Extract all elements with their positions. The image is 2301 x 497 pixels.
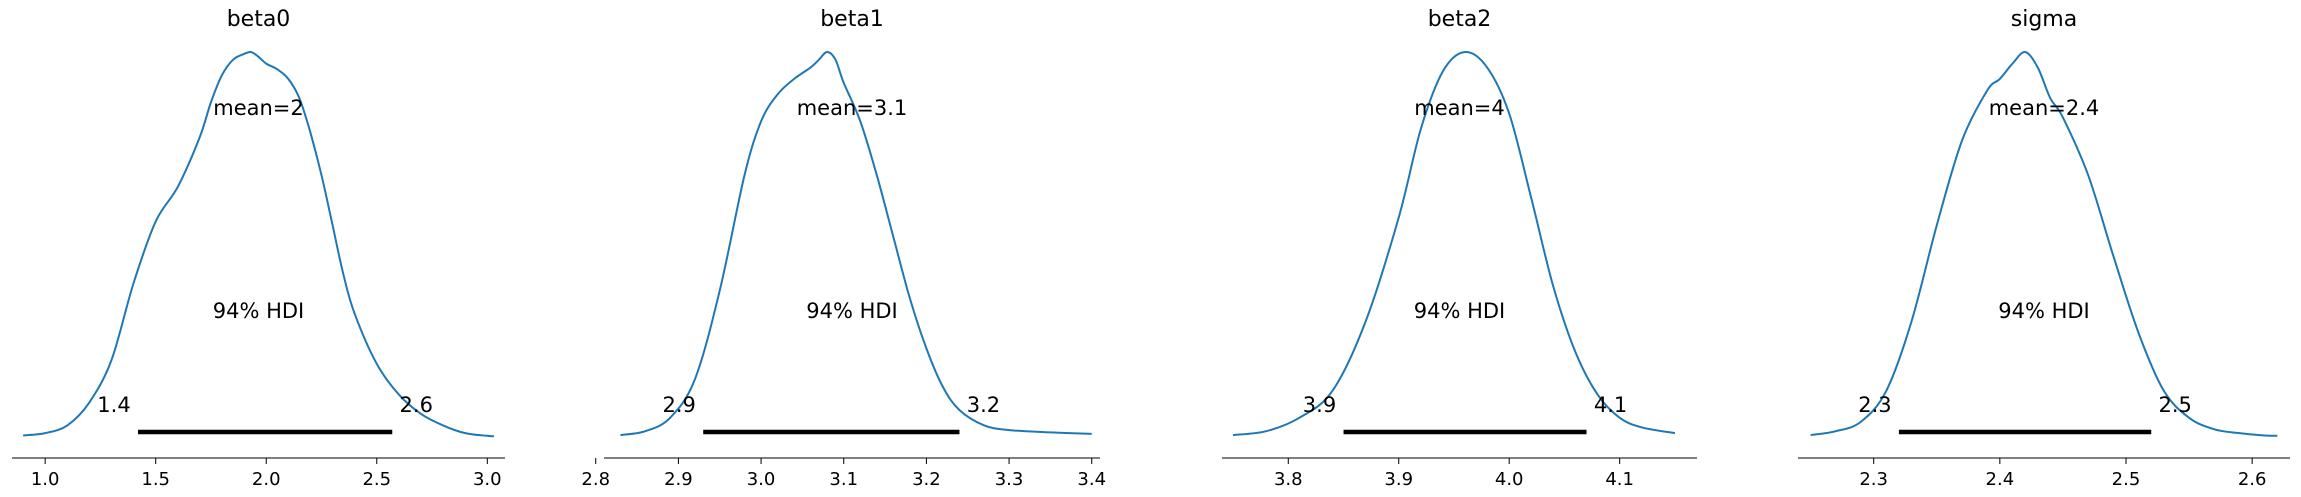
mean-label: mean=2	[213, 96, 304, 120]
x-tick-label: 3.0	[473, 469, 502, 490]
posterior-panel-beta1: beta1 mean=3.1 94% HDI 2.9 3.2 2.8 2.9 3.0 3.1 3.…	[581, 7, 1106, 490]
x-tick-label: 2.4	[1986, 469, 2015, 490]
mean-label: mean=2.4	[1989, 96, 2100, 120]
hdi-high-label: 3.2	[967, 393, 1000, 417]
density-curve	[22, 50, 494, 438]
panel-title: beta0	[227, 7, 291, 32]
x-tick-label: 2.3	[1859, 469, 1888, 490]
hdi-low-label: 2.3	[1858, 393, 1891, 417]
panel-title: beta1	[820, 7, 884, 32]
x-tick-label: 3.9	[1384, 469, 1413, 490]
x-tick-label: 3.4	[1077, 469, 1106, 490]
hdi-low-label: 1.4	[97, 393, 130, 417]
posterior-panel-beta0: beta0 mean=2 94% HDI 1.4 2.6 1.0 1.5 2.0 2.5 3.0	[12, 7, 505, 490]
hdi-label: 94% HDI	[1998, 299, 2090, 323]
x-tick-label: 3.0	[747, 469, 776, 490]
x-tick-label: 2.5	[2112, 469, 2141, 490]
hdi-low-label: 3.9	[1303, 393, 1336, 417]
x-tick-label: 4.0	[1495, 469, 1524, 490]
x-tick-label: 1.5	[141, 469, 170, 490]
hdi-high-label: 2.6	[400, 393, 433, 417]
x-tick-label: 3.3	[995, 469, 1024, 490]
mean-label: mean=3.1	[797, 96, 908, 120]
posterior-panel-beta2: beta2 mean=4 94% HDI 3.9 4.1 3.8 3.9 4.0 4.1	[1222, 7, 1697, 490]
hdi-high-label: 4.1	[1594, 393, 1627, 417]
density-curve	[620, 50, 1092, 437]
mean-label: mean=4	[1414, 96, 1505, 120]
density-curve	[1810, 51, 2278, 437]
x-tick-label: 2.9	[664, 469, 693, 490]
x-tick-label: 2.0	[252, 469, 281, 490]
hdi-low-label: 2.9	[662, 393, 695, 417]
x-tick-label: 1.0	[31, 469, 60, 490]
density-curve	[1232, 50, 1676, 437]
hdi-label: 94% HDI	[1414, 299, 1506, 323]
x-tick-label: 3.2	[912, 469, 941, 490]
hdi-label: 94% HDI	[213, 299, 305, 323]
x-tick-label: 3.8	[1274, 469, 1303, 490]
hdi-label: 94% HDI	[806, 299, 898, 323]
x-tick-label: 4.1	[1605, 469, 1634, 490]
x-tick-label: 3.1	[829, 469, 858, 490]
x-tick-label: 2.5	[362, 469, 391, 490]
x-tick-label: 2.8	[581, 469, 610, 490]
panel-title: sigma	[2011, 7, 2077, 32]
hdi-high-label: 2.5	[2159, 393, 2192, 417]
posterior-panel-sigma: sigma mean=2.4 94% HDI 2.3 2.5 2.3 2.4 2.5 2.6	[1798, 7, 2290, 490]
x-tick-label: 2.6	[2238, 469, 2267, 490]
panel-title: beta2	[1428, 7, 1492, 32]
